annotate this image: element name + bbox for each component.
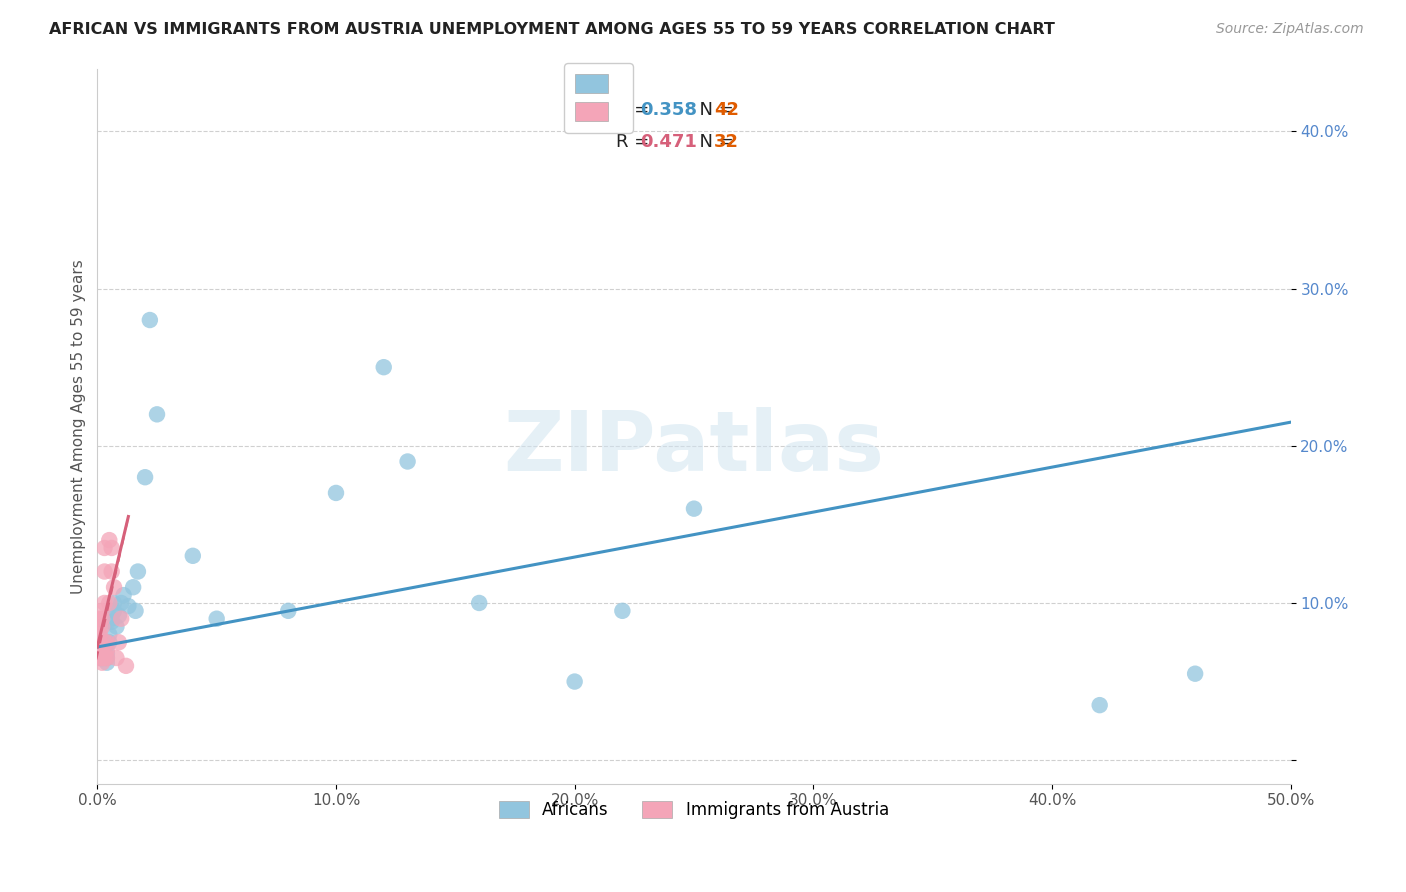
- Point: [108, 608, 131, 623]
- Point: [91, 619, 114, 633]
- Y-axis label: Unemployment Among Ages 55 to 59 years: Unemployment Among Ages 55 to 59 years: [72, 259, 86, 593]
- Text: R =: R =: [616, 101, 655, 119]
- Point: [93, 643, 115, 657]
- Point: [100, 612, 122, 626]
- Text: 0.358: 0.358: [640, 101, 697, 119]
- Point: [103, 580, 125, 594]
- Point: [93, 643, 115, 657]
- Point: [100, 565, 122, 579]
- Point: [91, 646, 114, 660]
- Point: [124, 604, 146, 618]
- Point: [103, 604, 125, 618]
- Point: [373, 360, 395, 375]
- Point: [100, 615, 122, 629]
- Text: N =: N =: [688, 133, 740, 151]
- Point: [117, 599, 139, 613]
- Text: 32: 32: [714, 133, 740, 151]
- Point: [91, 612, 114, 626]
- Point: [396, 454, 419, 468]
- Point: [91, 656, 114, 670]
- Point: [91, 604, 114, 618]
- Point: [98, 627, 121, 641]
- Point: [108, 635, 131, 649]
- Point: [134, 470, 156, 484]
- Text: Source: ZipAtlas.com: Source: ZipAtlas.com: [1216, 22, 1364, 37]
- Point: [122, 580, 145, 594]
- Point: [205, 612, 228, 626]
- Point: [146, 408, 169, 422]
- Point: [93, 541, 115, 555]
- Text: AFRICAN VS IMMIGRANTS FROM AUSTRIA UNEMPLOYMENT AMONG AGES 55 TO 59 YEARS CORREL: AFRICAN VS IMMIGRANTS FROM AUSTRIA UNEMP…: [49, 22, 1054, 37]
- Point: [91, 651, 114, 665]
- Text: 42: 42: [714, 101, 740, 119]
- Point: [277, 604, 299, 618]
- Point: [564, 674, 586, 689]
- Point: [96, 651, 118, 665]
- Text: N =: N =: [688, 101, 740, 119]
- Point: [110, 612, 132, 626]
- Point: [115, 658, 138, 673]
- Point: [181, 549, 204, 563]
- Point: [89, 646, 111, 660]
- Point: [93, 565, 115, 579]
- Point: [468, 596, 491, 610]
- Point: [89, 619, 111, 633]
- Point: [89, 612, 111, 626]
- Point: [89, 627, 111, 641]
- Point: [93, 651, 115, 665]
- Text: ZIPatlas: ZIPatlas: [503, 407, 884, 488]
- Point: [89, 635, 111, 649]
- Point: [612, 604, 634, 618]
- Legend: Africans, Immigrants from Austria: Africans, Immigrants from Austria: [492, 794, 896, 825]
- Point: [91, 643, 114, 657]
- Point: [89, 646, 111, 660]
- Point: [91, 651, 114, 665]
- Point: [89, 643, 111, 657]
- Point: [105, 651, 128, 665]
- Point: [93, 596, 115, 610]
- Point: [110, 596, 132, 610]
- Point: [93, 640, 115, 654]
- Point: [96, 651, 118, 665]
- Point: [89, 651, 111, 665]
- Point: [89, 643, 111, 657]
- Point: [96, 656, 118, 670]
- Point: [89, 651, 111, 665]
- Point: [93, 635, 115, 649]
- Point: [93, 651, 115, 665]
- Point: [683, 501, 706, 516]
- Point: [91, 646, 114, 660]
- Point: [325, 486, 347, 500]
- Point: [98, 596, 121, 610]
- Point: [1184, 666, 1206, 681]
- Point: [96, 646, 118, 660]
- Point: [98, 635, 121, 649]
- Point: [91, 640, 114, 654]
- Point: [96, 643, 118, 657]
- Point: [127, 565, 149, 579]
- Point: [105, 619, 128, 633]
- Point: [91, 635, 114, 649]
- Point: [103, 596, 125, 610]
- Point: [1088, 698, 1111, 713]
- Point: [98, 533, 121, 547]
- Text: 0.471: 0.471: [640, 133, 697, 151]
- Point: [139, 313, 162, 327]
- Point: [100, 541, 122, 555]
- Point: [112, 588, 135, 602]
- Text: R =: R =: [616, 133, 655, 151]
- Point: [96, 635, 118, 649]
